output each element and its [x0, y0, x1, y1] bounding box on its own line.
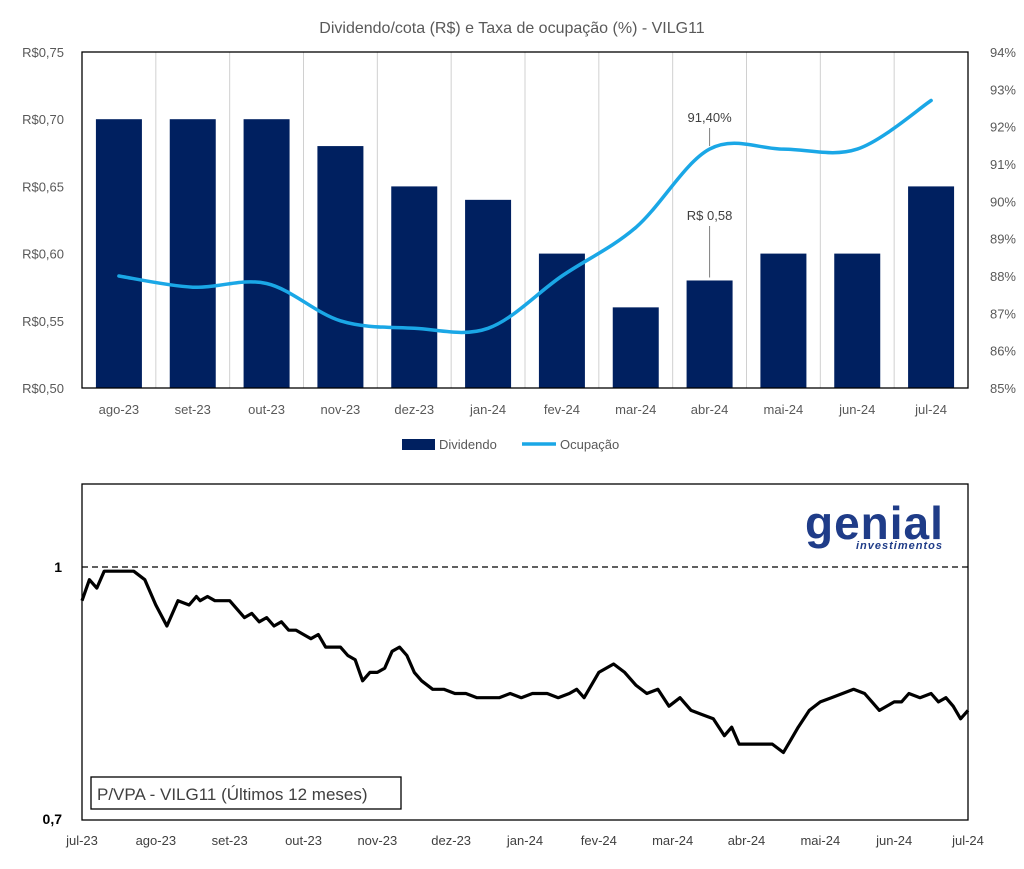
right-tick: 88%: [990, 269, 1016, 284]
x-tick-jul-23: jul-23: [65, 833, 98, 848]
bar-set-23: [169, 119, 216, 388]
left-tick: R$0,65: [22, 179, 64, 194]
bar-out-23: [243, 119, 290, 388]
series-label-border: [90, 776, 402, 810]
chart-title: Dividendo/cota (R$) e Taxa de ocupação (…: [319, 20, 704, 37]
bar-jun-24: [834, 253, 881, 388]
right-tick: 92%: [990, 120, 1016, 135]
y-tick-0-7: 0,7: [43, 811, 63, 827]
bar-mar-24: [612, 307, 659, 388]
x-tick-fev-24: fev-24: [581, 833, 617, 848]
right-tick: 89%: [990, 232, 1016, 247]
y-tick-1: 1: [54, 559, 62, 575]
bar-jan-24: [465, 199, 512, 388]
right-tick: 91%: [990, 157, 1016, 172]
right-tick: 85%: [990, 381, 1016, 396]
x-tick-abr-24: abr-24: [728, 833, 766, 848]
bar-nov-23: [317, 146, 364, 388]
x-tick-dez-23: dez-23: [394, 402, 434, 417]
occupancy-line: [117, 98, 933, 335]
plot-area-border: [81, 483, 969, 821]
x-tick-dez-23: dez-23: [431, 833, 471, 848]
series-label-box: P/VPA - VILG11 (Últimos 12 meses): [90, 776, 402, 810]
annotations: 91,40% R$ 0,58: [687, 110, 733, 278]
x-tick-mai-24: mai-24: [764, 402, 804, 417]
x-axis-labels: ago-23 set-23 out-23 nov-23 dez-23 jan-24 fev-…: [99, 402, 947, 417]
pvpa-line: [80, 569, 970, 755]
left-tick: R$0,50: [22, 381, 64, 396]
dividend-bars: [95, 119, 955, 388]
bar-fev-24: [538, 253, 585, 388]
bar-abr-24: [686, 280, 733, 388]
logo-main: genial: [805, 497, 944, 549]
x-tick-nov-23: nov-23: [357, 833, 397, 848]
x-tick-ago-23: ago-23: [136, 833, 176, 848]
left-tick: R$0,75: [22, 45, 64, 60]
left-axis-labels: R$0,50 R$0,55 R$0,60 R$0,65 R$0,70 R$0,75: [22, 45, 64, 396]
dividend-occupancy-chart: Dividendo/cota (R$) e Taxa de ocupação (…: [22, 20, 1016, 452]
right-tick: 93%: [990, 82, 1016, 97]
x-tick-jan-24: jan-24: [469, 402, 506, 417]
vertical-gridlines: [155, 52, 895, 388]
logo-sub: investimentos: [856, 540, 943, 552]
legend-label-ocupacao: Ocupação: [560, 437, 619, 452]
bar-mai-24: [760, 253, 807, 388]
genial-logo: genial investimentos: [805, 497, 944, 552]
x-tick-jun-24: jun-24: [838, 402, 875, 417]
x-tick-set-23: set-23: [212, 833, 248, 848]
right-tick: 86%: [990, 344, 1016, 359]
series-label: P/VPA - VILG11 (Últimos 12 meses): [97, 785, 368, 804]
bar-ago-23: [95, 119, 142, 388]
x-tick-jul-24: jul-24: [914, 402, 947, 417]
x-tick-jun-24: jun-24: [875, 833, 912, 848]
x-tick-mar-24: mar-24: [615, 402, 656, 417]
x-tick-mar-24: mar-24: [652, 833, 693, 848]
x-tick-out-23: out-23: [248, 402, 285, 417]
legend-swatch-dividendo: [402, 439, 435, 450]
x-tick-set-23: set-23: [175, 402, 211, 417]
x-tick-fev-24: fev-24: [544, 402, 580, 417]
right-tick: 94%: [990, 45, 1016, 60]
x-tick-mai-24: mai-24: [800, 833, 840, 848]
pvpa-chart: 1 0,7 jul-23 ago-23 set-23 out-23 nov-23 dez-…: [43, 483, 984, 848]
right-tick: 90%: [990, 194, 1016, 209]
plot-area-border: [81, 51, 969, 389]
legend-label-dividendo: Dividendo: [439, 437, 497, 452]
bar-dez-23: [391, 186, 438, 388]
annotation-label: 91,40%: [688, 110, 733, 125]
left-tick: R$0,60: [22, 247, 64, 262]
right-tick: 87%: [990, 306, 1016, 321]
left-tick: R$0,70: [22, 112, 64, 127]
right-axis-labels: 85% 86% 87% 88% 89% 90% 91% 92% 93% 94%: [990, 45, 1016, 396]
annotation-label: R$ 0,58: [687, 208, 733, 223]
x-tick-out-23: out-23: [285, 833, 322, 848]
bar-jul-24: [908, 186, 955, 388]
x-axis-labels: jul-23 ago-23 set-23 out-23 nov-23 dez-23 jan-…: [65, 833, 984, 848]
legend: Dividendo Ocupação: [402, 437, 619, 452]
x-tick-nov-23: nov-23: [321, 402, 361, 417]
x-tick-jul-24: jul-24: [951, 833, 984, 848]
x-tick-ago-23: ago-23: [99, 402, 139, 417]
x-tick-jan-24: jan-24: [506, 833, 543, 848]
left-tick: R$0,55: [22, 314, 64, 329]
x-tick-abr-24: abr-24: [691, 402, 729, 417]
